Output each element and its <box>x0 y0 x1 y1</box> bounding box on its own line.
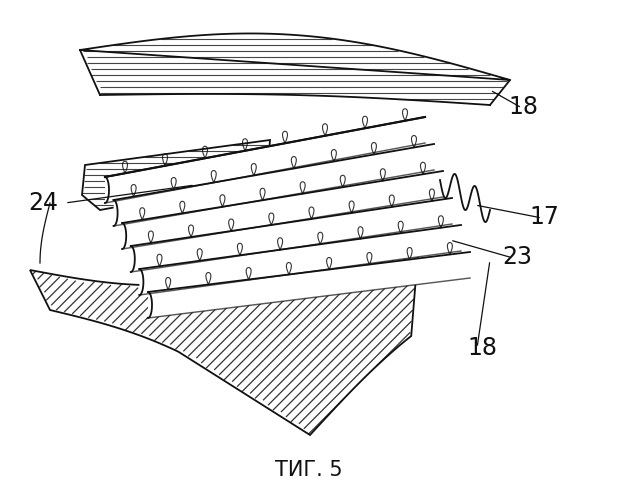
Polygon shape <box>105 117 425 203</box>
Polygon shape <box>80 34 510 105</box>
Polygon shape <box>148 252 470 318</box>
Polygon shape <box>82 140 270 210</box>
Polygon shape <box>131 198 452 272</box>
Polygon shape <box>114 144 434 226</box>
Text: 18: 18 <box>468 336 498 359</box>
Polygon shape <box>30 245 418 435</box>
Polygon shape <box>122 171 443 249</box>
Polygon shape <box>139 225 461 295</box>
Text: 23: 23 <box>502 246 532 270</box>
Text: ΤИГ. 5: ΤИГ. 5 <box>275 460 343 480</box>
Text: 18: 18 <box>508 96 538 120</box>
Text: 24: 24 <box>28 190 58 214</box>
Text: 17: 17 <box>530 206 560 230</box>
